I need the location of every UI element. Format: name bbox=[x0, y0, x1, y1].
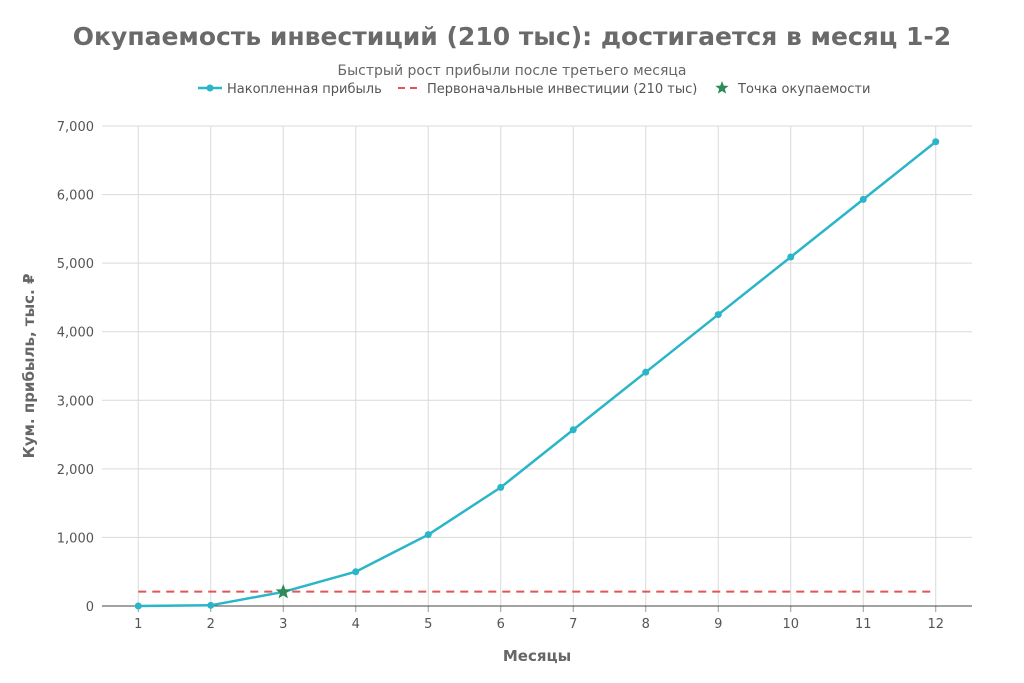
x-tick-label: 4 bbox=[352, 617, 360, 632]
profit-point bbox=[569, 426, 577, 434]
x-axis-ticks: 1 2 3 4 5 6 7 8 9 10 11 12 bbox=[134, 606, 944, 632]
x-tick-label: 7 bbox=[569, 617, 577, 632]
breakeven-star-marker bbox=[275, 583, 291, 599]
profit-point bbox=[134, 602, 142, 610]
chart-subtitle: Быстрый рост прибыли после третьего меся… bbox=[338, 63, 687, 79]
y-axis-title: Кум. прибыль, тыс. ₽ bbox=[20, 274, 38, 459]
x-tick-label: 3 bbox=[279, 617, 287, 632]
x-axis-title: Месяцы bbox=[503, 647, 571, 665]
profit-point bbox=[859, 195, 867, 203]
y-axis-ticks: 0 1,000 2,000 3,000 4,000 5,000 6,000 7,000 bbox=[57, 120, 94, 615]
profit-point bbox=[352, 568, 360, 576]
legend-item-cumulative-profit[interactable]: Накопленная прибыль bbox=[198, 82, 382, 97]
x-tick-label: 9 bbox=[714, 617, 722, 632]
y-tick-label: 6,000 bbox=[57, 189, 94, 204]
legend: Накопленная прибыль Первоначальные инвес… bbox=[198, 81, 870, 97]
y-tick-label: 3,000 bbox=[57, 394, 94, 409]
y-tick-label: 0 bbox=[86, 600, 94, 615]
x-tick-label: 10 bbox=[782, 617, 799, 632]
x-tick-label: 2 bbox=[207, 617, 215, 632]
cumulative-profit-line bbox=[138, 140, 937, 608]
legend-item-initial-investment[interactable]: Первоначальные инвестиции (210 тыс) bbox=[398, 82, 697, 97]
profit-point bbox=[787, 253, 795, 261]
profit-point bbox=[207, 601, 215, 609]
x-tick-label: 12 bbox=[927, 617, 944, 632]
y-tick-label: 7,000 bbox=[57, 120, 94, 135]
gridlines bbox=[102, 125, 972, 606]
profit-point bbox=[932, 138, 940, 146]
profit-point bbox=[424, 531, 432, 539]
x-tick-label: 5 bbox=[424, 617, 432, 632]
y-tick-label: 5,000 bbox=[57, 257, 94, 272]
profit-point bbox=[714, 311, 722, 319]
legend-label-initial-investment: Первоначальные инвестиции (210 тыс) bbox=[427, 82, 697, 97]
y-tick-label: 4,000 bbox=[57, 326, 94, 341]
legend-marker-cumulative-profit bbox=[206, 84, 214, 92]
profit-point bbox=[497, 483, 505, 491]
y-tick-label: 1,000 bbox=[57, 531, 94, 546]
chart-title: Окупаемость инвестиций (210 тыс): достиг… bbox=[73, 22, 951, 51]
x-tick-label: 8 bbox=[642, 617, 650, 632]
y-tick-label: 2,000 bbox=[57, 463, 94, 478]
profit-point bbox=[642, 368, 650, 376]
x-tick-label: 6 bbox=[497, 617, 505, 632]
cumulative-profit-points bbox=[134, 138, 940, 610]
legend-item-breakeven[interactable]: Точка окупаемости bbox=[715, 81, 870, 97]
x-tick-label: 11 bbox=[855, 617, 872, 632]
legend-label-breakeven: Точка окупаемости bbox=[737, 82, 870, 97]
legend-label-cumulative-profit: Накопленная прибыль bbox=[227, 82, 382, 97]
x-tick-label: 1 bbox=[134, 617, 142, 632]
legend-star-icon bbox=[715, 81, 729, 94]
